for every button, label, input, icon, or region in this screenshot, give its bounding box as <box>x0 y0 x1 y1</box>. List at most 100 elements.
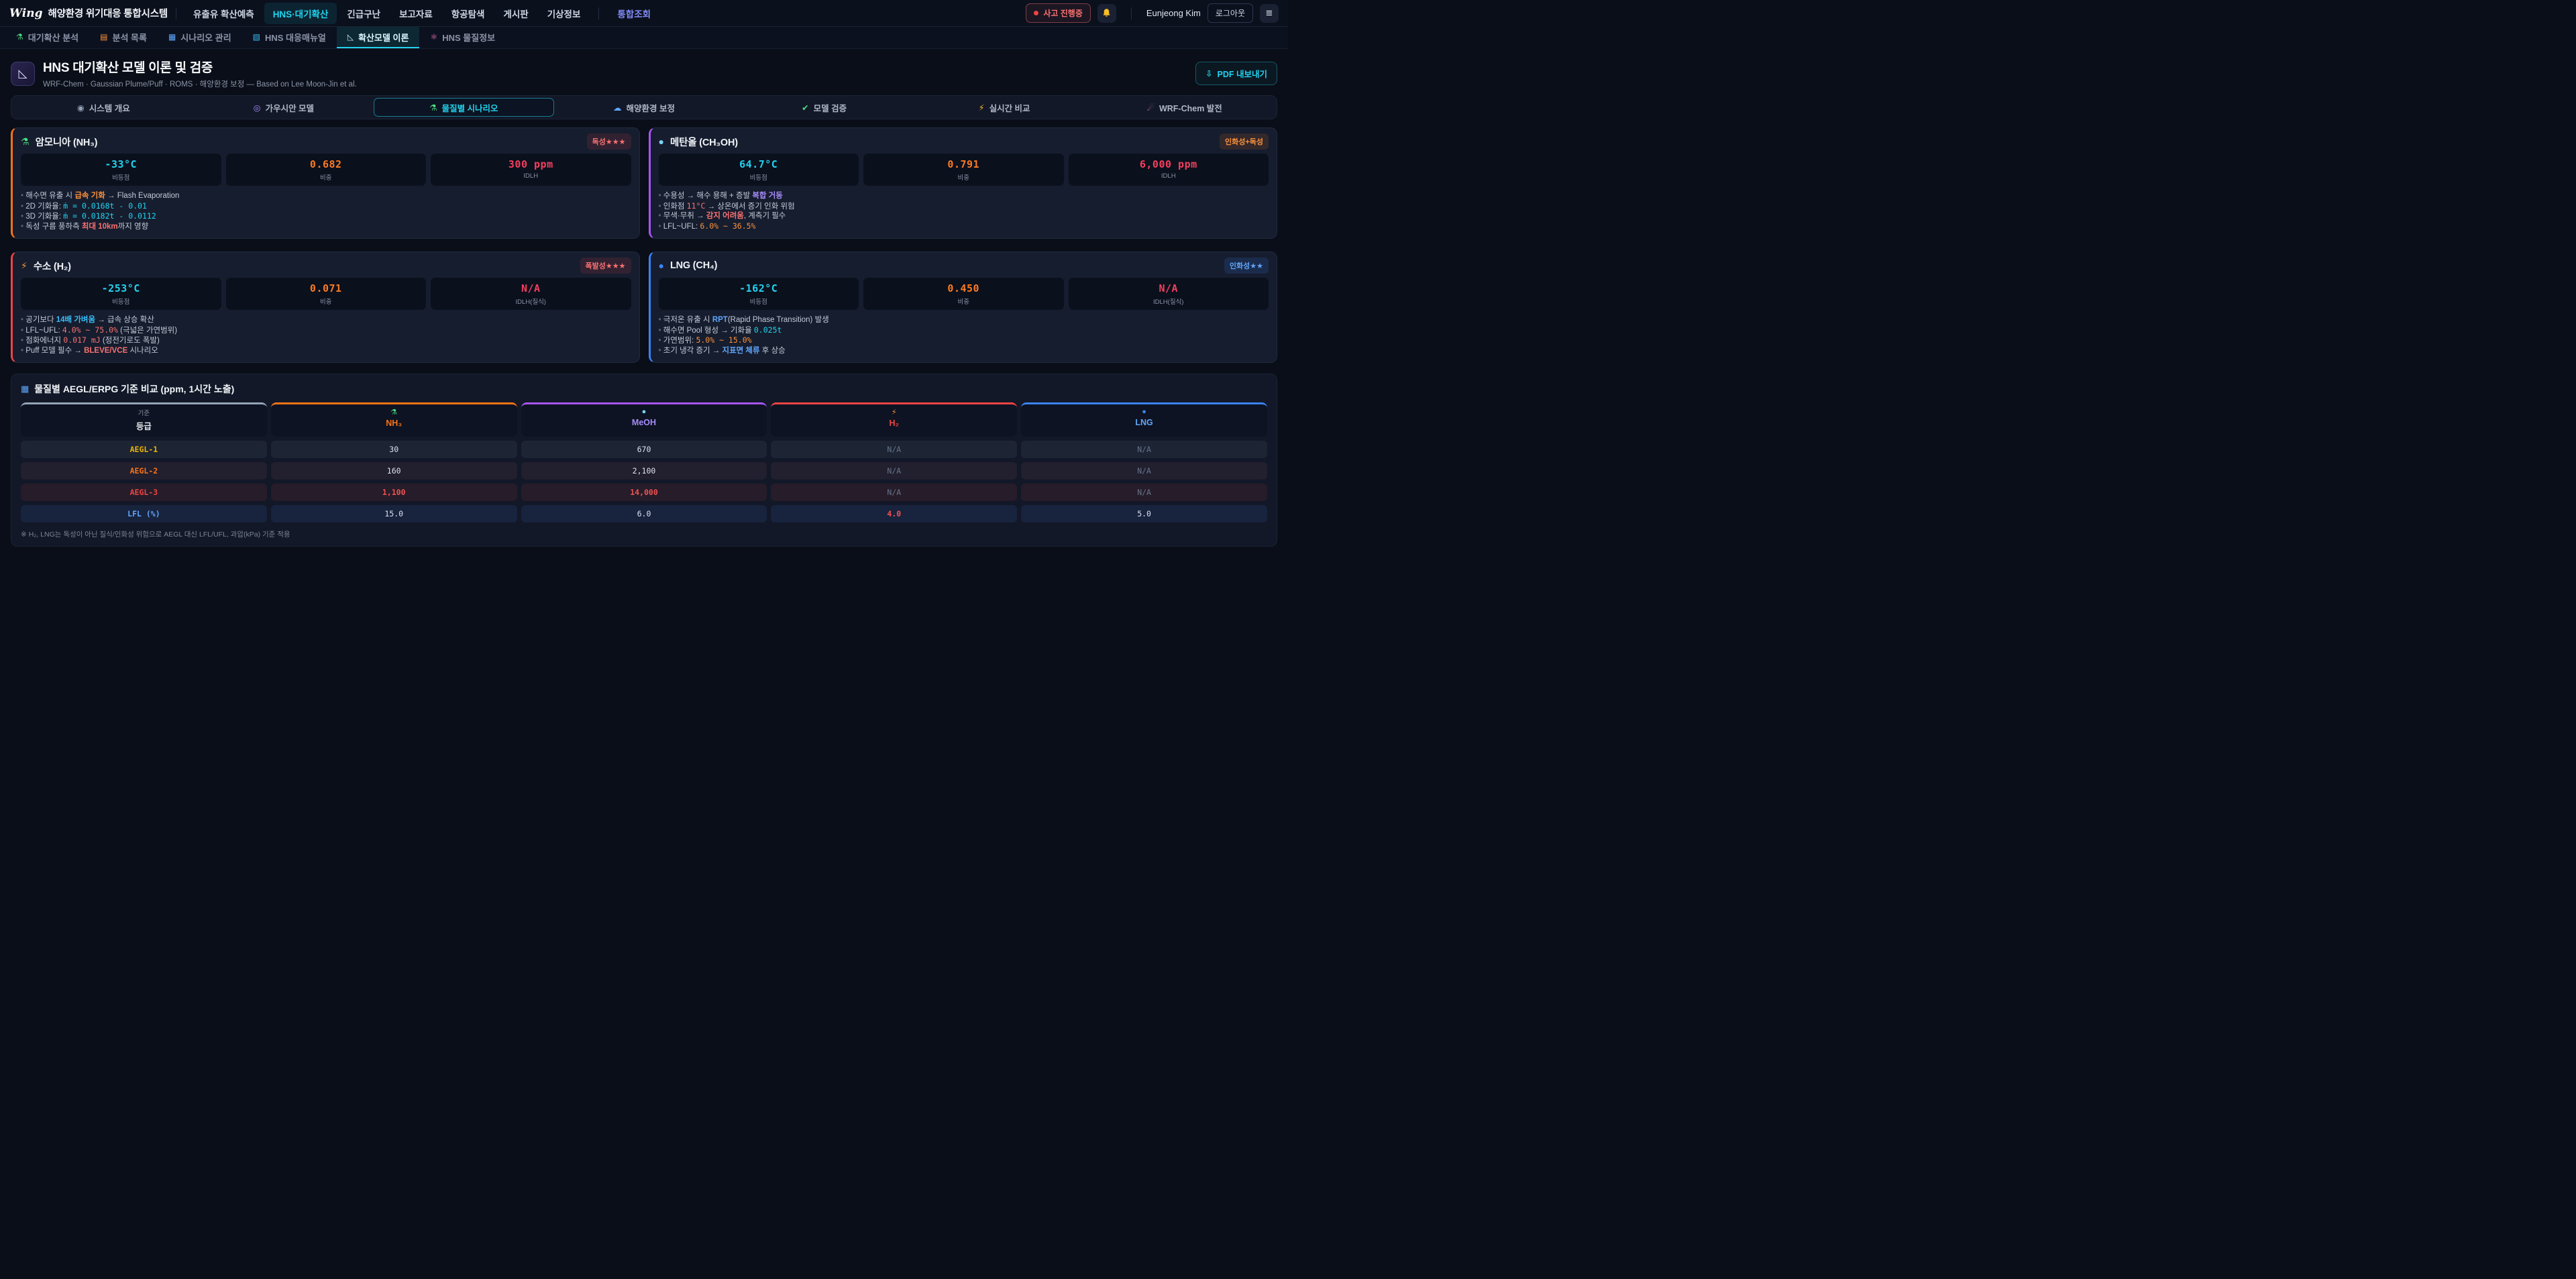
stat-value: 300 ppm <box>508 158 553 170</box>
bullet: 독성 구름 풍하측 최대 10km까지 영향 <box>21 222 631 232</box>
section-tab-label: 물질별 시나리오 <box>441 103 498 113</box>
test-tube-icon: ⚗ <box>16 32 23 42</box>
nav-item-weather[interactable]: 기상정보 <box>547 9 581 19</box>
stat-boiling-point: -162°C 비등점 <box>658 278 859 310</box>
download-icon: ⇩ <box>1205 69 1213 78</box>
cell-lng: N/A <box>1021 441 1267 458</box>
hazard-badge: 폭발성★★★ <box>580 258 631 274</box>
section-tab-label: 실시간 비교 <box>989 103 1030 113</box>
clipboard-icon: ▤ <box>100 32 108 42</box>
notification-bell-button[interactable] <box>1097 3 1116 23</box>
stat-value: -162°C <box>739 282 778 294</box>
nav-item-integrated-search[interactable]: 통합조회 <box>617 9 651 19</box>
tab-label: 분석 목록 <box>112 32 147 43</box>
column-label: MeOH <box>631 418 657 427</box>
check-icon: ✔ <box>802 103 809 113</box>
tab-scenario-management[interactable]: ▦ 시나리오 관리 <box>158 27 242 48</box>
section-tab-realtime-comparison[interactable]: ⚡ 실시간 비교 <box>914 98 1095 117</box>
tab-diffusion-analysis[interactable]: ⚗ 대기확산 분석 <box>5 27 89 48</box>
set-square-icon: ◺ <box>347 32 354 42</box>
column-sub: 기준 <box>138 410 150 417</box>
stat-label: 비등점 <box>112 298 130 306</box>
chemical-name: 수소 (H₂) <box>33 261 71 272</box>
section-tab-model-validation[interactable]: ✔ 모델 검증 <box>734 98 914 117</box>
section-tab-substance-scenarios[interactable]: ⚗ 물질별 시나리오 <box>374 98 554 117</box>
hamburger-icon: ≡ <box>1266 6 1273 19</box>
cell-h2: N/A <box>771 441 1018 458</box>
droplet-icon: ● <box>658 260 664 271</box>
column-label: H₂ <box>889 419 900 428</box>
bullet: 2D 기화율: ṁ = 0.0168t - 0.01 <box>21 201 631 212</box>
section-tab-label: 가우시안 모델 <box>265 103 315 113</box>
test-tube-icon: ⚗ <box>21 135 30 147</box>
menu-button[interactable]: ≡ <box>1260 3 1279 23</box>
pdf-export-button[interactable]: ⇩ PDF 내보내기 <box>1195 62 1277 85</box>
droplet-icon: ● <box>1142 408 1146 416</box>
column-header-lng: ● LNG <box>1021 402 1267 437</box>
page-title: HNS 대기확산 모델 이론 및 검증 <box>43 61 213 75</box>
column-label: LNG <box>1135 418 1153 427</box>
stat-specific-gravity: 0.071 비중 <box>225 278 426 310</box>
bullet-list: 수용성 → 해수 용해 + 증발 복합 거동 인화점 11°C → 상온에서 증… <box>659 191 1269 231</box>
tab-hns-substance-info[interactable]: ⚛ HNS 물질정보 <box>419 27 506 48</box>
section-tab-wrf-chem[interactable]: ☄ WRF-Chem 발전 <box>1094 98 1275 117</box>
divider <box>1130 7 1132 19</box>
table-row-aegl1: AEGL-1 30 670 N/A N/A <box>21 441 1267 458</box>
tab-diffusion-model-theory[interactable]: ◺ 확산모델 이론 <box>336 27 420 48</box>
nav-item-board[interactable]: 게시판 <box>503 9 529 19</box>
section-tab-marine-correction[interactable]: ☁ 해양환경 보정 <box>554 98 735 117</box>
pdf-export-label: PDF 내보내기 <box>1217 70 1267 79</box>
bullet-list: 공기보다 14배 가벼움 → 급속 상승 확산 LFL~UFL: 4.0% ~ … <box>21 315 631 355</box>
chemical-card-lng: ● LNG (CH₄) 인화성★★ -162°C 비등점 0.450 비중 N/… <box>648 252 1277 363</box>
bullet-list: 극저온 유출 시 RPT(Rapid Phase Transition) 발생 … <box>659 315 1269 355</box>
bullet: 인화점 11°C → 상온에서 증기 인화 위험 <box>659 201 1269 212</box>
nav-item-hns-diffusion[interactable]: HNS·대기확산 <box>264 2 337 24</box>
bullet: 해수면 유출 시 급속 기화 → Flash Evaporation <box>21 191 631 201</box>
navbar-right: 사고 진행중 Eunjeong Kim 로그아웃 ≡ <box>1026 3 1279 23</box>
bolt-icon: ⚡ <box>978 103 985 113</box>
cell-nh3: 160 <box>270 462 517 480</box>
stat-value: N/A <box>521 282 541 294</box>
stat-value: 0.071 <box>309 282 342 294</box>
cell-meoh: 14,000 <box>521 484 767 501</box>
section-tab-system-overview[interactable]: ◉ 시스템 개요 <box>13 98 194 117</box>
stat-label: 비등점 <box>112 174 130 182</box>
table-row-lfl: LFL (%) 15.0 6.0 4.0 5.0 <box>21 505 1267 522</box>
nav-item-emergency-rescue[interactable]: 긴급구난 <box>347 9 381 19</box>
tab-analysis-list[interactable]: ▤ 분석 목록 <box>89 27 158 48</box>
table-header-row: 기준 등급 ⚗ NH₃ ● MeOH ⚡ H₂ ● LNG <box>21 402 1267 437</box>
cell-meoh: 2,100 <box>521 462 767 480</box>
bar-chart-icon: ▦ <box>21 384 30 394</box>
table-title: 물질별 AEGL/ERPG 기준 비교 (ppm, 1시간 노출) <box>34 384 235 394</box>
test-tube-icon: ⚗ <box>390 408 398 416</box>
swirl-icon: ◎ <box>253 103 261 113</box>
column-header-criteria: 기준 등급 <box>21 402 267 437</box>
nav-item-aerial-search[interactable]: 항공탐색 <box>451 9 485 19</box>
column-label: NH₃ <box>386 419 402 428</box>
logout-button[interactable]: 로그아웃 <box>1207 3 1253 23</box>
cell-lng: N/A <box>1021 462 1267 480</box>
cell-h2: N/A <box>771 462 1018 480</box>
nav-item-oil-spill[interactable]: 유출유 확산예측 <box>193 9 254 19</box>
stat-label: 비등점 <box>749 174 767 182</box>
bullet: 초기 냉각 증기 → 지표면 체류 후 상승 <box>659 346 1269 356</box>
cell-meoh: 6.0 <box>521 505 767 522</box>
stat-idlh: 300 ppm IDLH <box>431 154 631 186</box>
page-heading: HNS 대기확산 모델 이론 및 검증 WRF-Chem · Gaussian … <box>43 58 357 89</box>
incident-status-badge[interactable]: 사고 진행중 <box>1026 3 1091 23</box>
section-tab-gaussian-model[interactable]: ◎ 가우시안 모델 <box>194 98 374 117</box>
nav-item-reports[interactable]: 보고자료 <box>399 9 433 19</box>
section-tab-label: WRF-Chem 발전 <box>1159 103 1222 113</box>
bar-chart-icon: ▦ <box>168 32 176 42</box>
column-header-meoh: ● MeOH <box>521 402 767 437</box>
table-row-aegl3: AEGL-3 1,100 14,000 N/A N/A <box>21 484 1267 501</box>
column-header-nh3: ⚗ NH₃ <box>270 402 517 437</box>
tab-hns-manual[interactable]: ▧ HNS 대응매뉴얼 <box>242 27 337 48</box>
cloud-icon: ☁ <box>613 103 622 113</box>
stat-specific-gravity: 0.682 비중 <box>225 154 426 186</box>
stat-idlh: N/A IDLH(질식) <box>431 278 631 310</box>
set-square-icon: ◺ <box>11 61 35 86</box>
wing-logo-icon: Wing <box>9 6 43 20</box>
page-subtitle: WRF-Chem · Gaussian Plume/Puff · ROMS · … <box>43 80 357 89</box>
divider <box>598 7 600 19</box>
